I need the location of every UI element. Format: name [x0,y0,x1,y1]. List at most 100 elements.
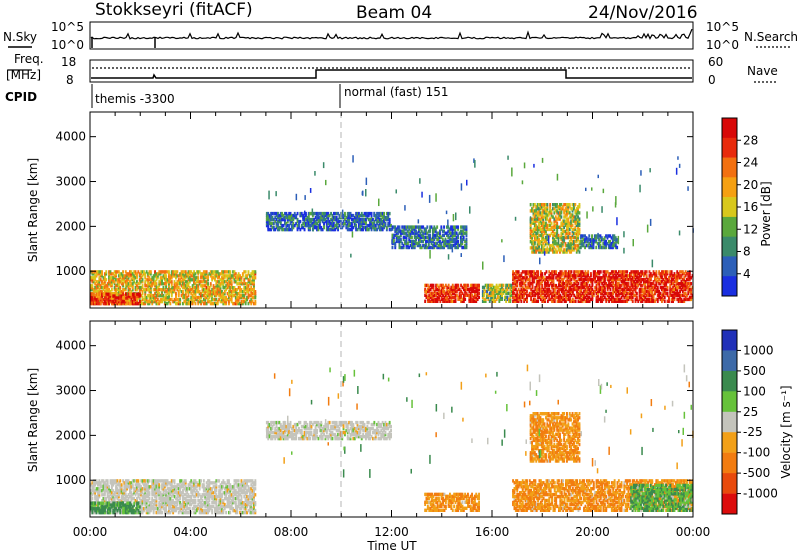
data-cell-0 [230,274,233,278]
data-cell-1 [109,300,112,304]
data-cell-0 [126,278,129,282]
data-cell-4 [432,295,435,299]
data-cell-4 [439,283,442,288]
data-cell-7 [559,213,561,217]
scatter-echo [445,210,448,215]
data-cell-3 [432,239,434,244]
data-cell-0 [163,299,166,304]
data-cell-6 [520,278,523,282]
data-cell-0 [148,299,151,304]
data-cell-6 [659,282,662,286]
data-cell-0 [222,299,225,304]
data-cell-2 [316,217,318,222]
data-cell-6 [597,282,599,286]
data-cell-6 [608,276,610,280]
data-cell-2 [369,225,372,230]
data-cell-0 [173,288,176,292]
data-cell-6 [601,282,604,286]
data-cell-4 [425,295,428,299]
data-cell-0 [230,295,233,300]
data-cell-2 [331,219,334,224]
data-cell-2 [285,215,288,220]
data-cell-0 [218,284,221,288]
data-cell-5 [488,293,491,297]
data-cell-2 [351,213,353,218]
data-cell-7 [546,235,549,240]
data-cell-0 [97,282,99,286]
data-cell-3 [405,225,408,229]
data-cell-1 [137,296,140,300]
data-cell-7 [540,244,543,248]
data-cell-7 [542,215,545,219]
data-cell-7 [568,240,571,244]
data-cell-0 [250,282,253,286]
data-cell-7 [540,211,543,215]
data-cell-2 [320,213,323,218]
data-cell-6 [676,276,679,280]
data-cell-8 [609,242,612,246]
data-cell-0 [136,280,138,284]
data-cell-4 [425,291,428,295]
data-cell-6 [531,282,534,286]
data-cell-2 [318,223,321,228]
data-cell-7 [577,246,579,250]
data-cell-6 [535,282,538,286]
data-cell-6 [615,280,617,284]
data-cell-3 [405,241,408,246]
data-cell-8 [612,234,614,238]
data-cell-7 [539,217,542,221]
data-cell-6 [583,295,585,300]
data-cell-6 [688,297,691,302]
data-cell-0 [195,297,198,302]
data-cell-2 [363,217,366,222]
data-cell-5 [487,285,490,290]
data-cell-0 [222,274,225,278]
data-cell-0 [201,293,204,298]
data-cell-6 [624,283,627,288]
data-cell-7 [567,209,570,213]
data-cell-6 [623,278,626,282]
data-cell-6 [537,282,539,286]
data-cell-7 [539,221,542,225]
data-cell-4 [457,285,460,290]
data-cell-6 [649,278,652,282]
data-cell-1 [104,301,106,306]
data-cell-6 [570,270,573,274]
data-cell-0 [191,272,194,276]
data-cell-0 [212,290,215,294]
data-cell-5 [499,291,502,295]
data-cell-2 [330,227,332,232]
data-cell-8 [584,238,586,242]
data-cell-3 [465,225,468,229]
data-cell-0 [237,278,240,282]
data-cell-1 [115,300,117,304]
data-cell-4 [472,289,475,294]
data-cell-2 [331,227,334,232]
data-cell-3 [394,245,397,250]
data-cell-3 [409,239,412,244]
data-cell-6 [594,274,597,278]
data-cell-2 [362,213,365,218]
data-cell-6 [520,274,523,278]
data-cell-8 [605,242,607,246]
data-cell-2 [380,211,383,216]
data-cell-6 [546,293,549,298]
colorbar-segment [722,197,737,218]
data-cell-3 [416,231,419,235]
data-cell-0 [145,284,148,288]
data-cell-1 [98,301,101,306]
data-cell-0 [218,274,221,278]
data-cell-6 [577,293,580,298]
data-cell-6 [512,299,514,303]
data-cell-6 [562,282,565,286]
data-cell-2 [318,217,321,222]
data-cell-0 [233,293,236,298]
data-cell-6 [605,270,608,274]
data-cell-1 [123,296,126,300]
data-cell-0 [239,288,241,292]
data-cell-3 [459,225,462,229]
data-cell-6 [606,278,609,282]
data-cell-6 [686,283,688,288]
data-cell-6 [603,276,606,280]
data-cell-0 [194,282,197,286]
